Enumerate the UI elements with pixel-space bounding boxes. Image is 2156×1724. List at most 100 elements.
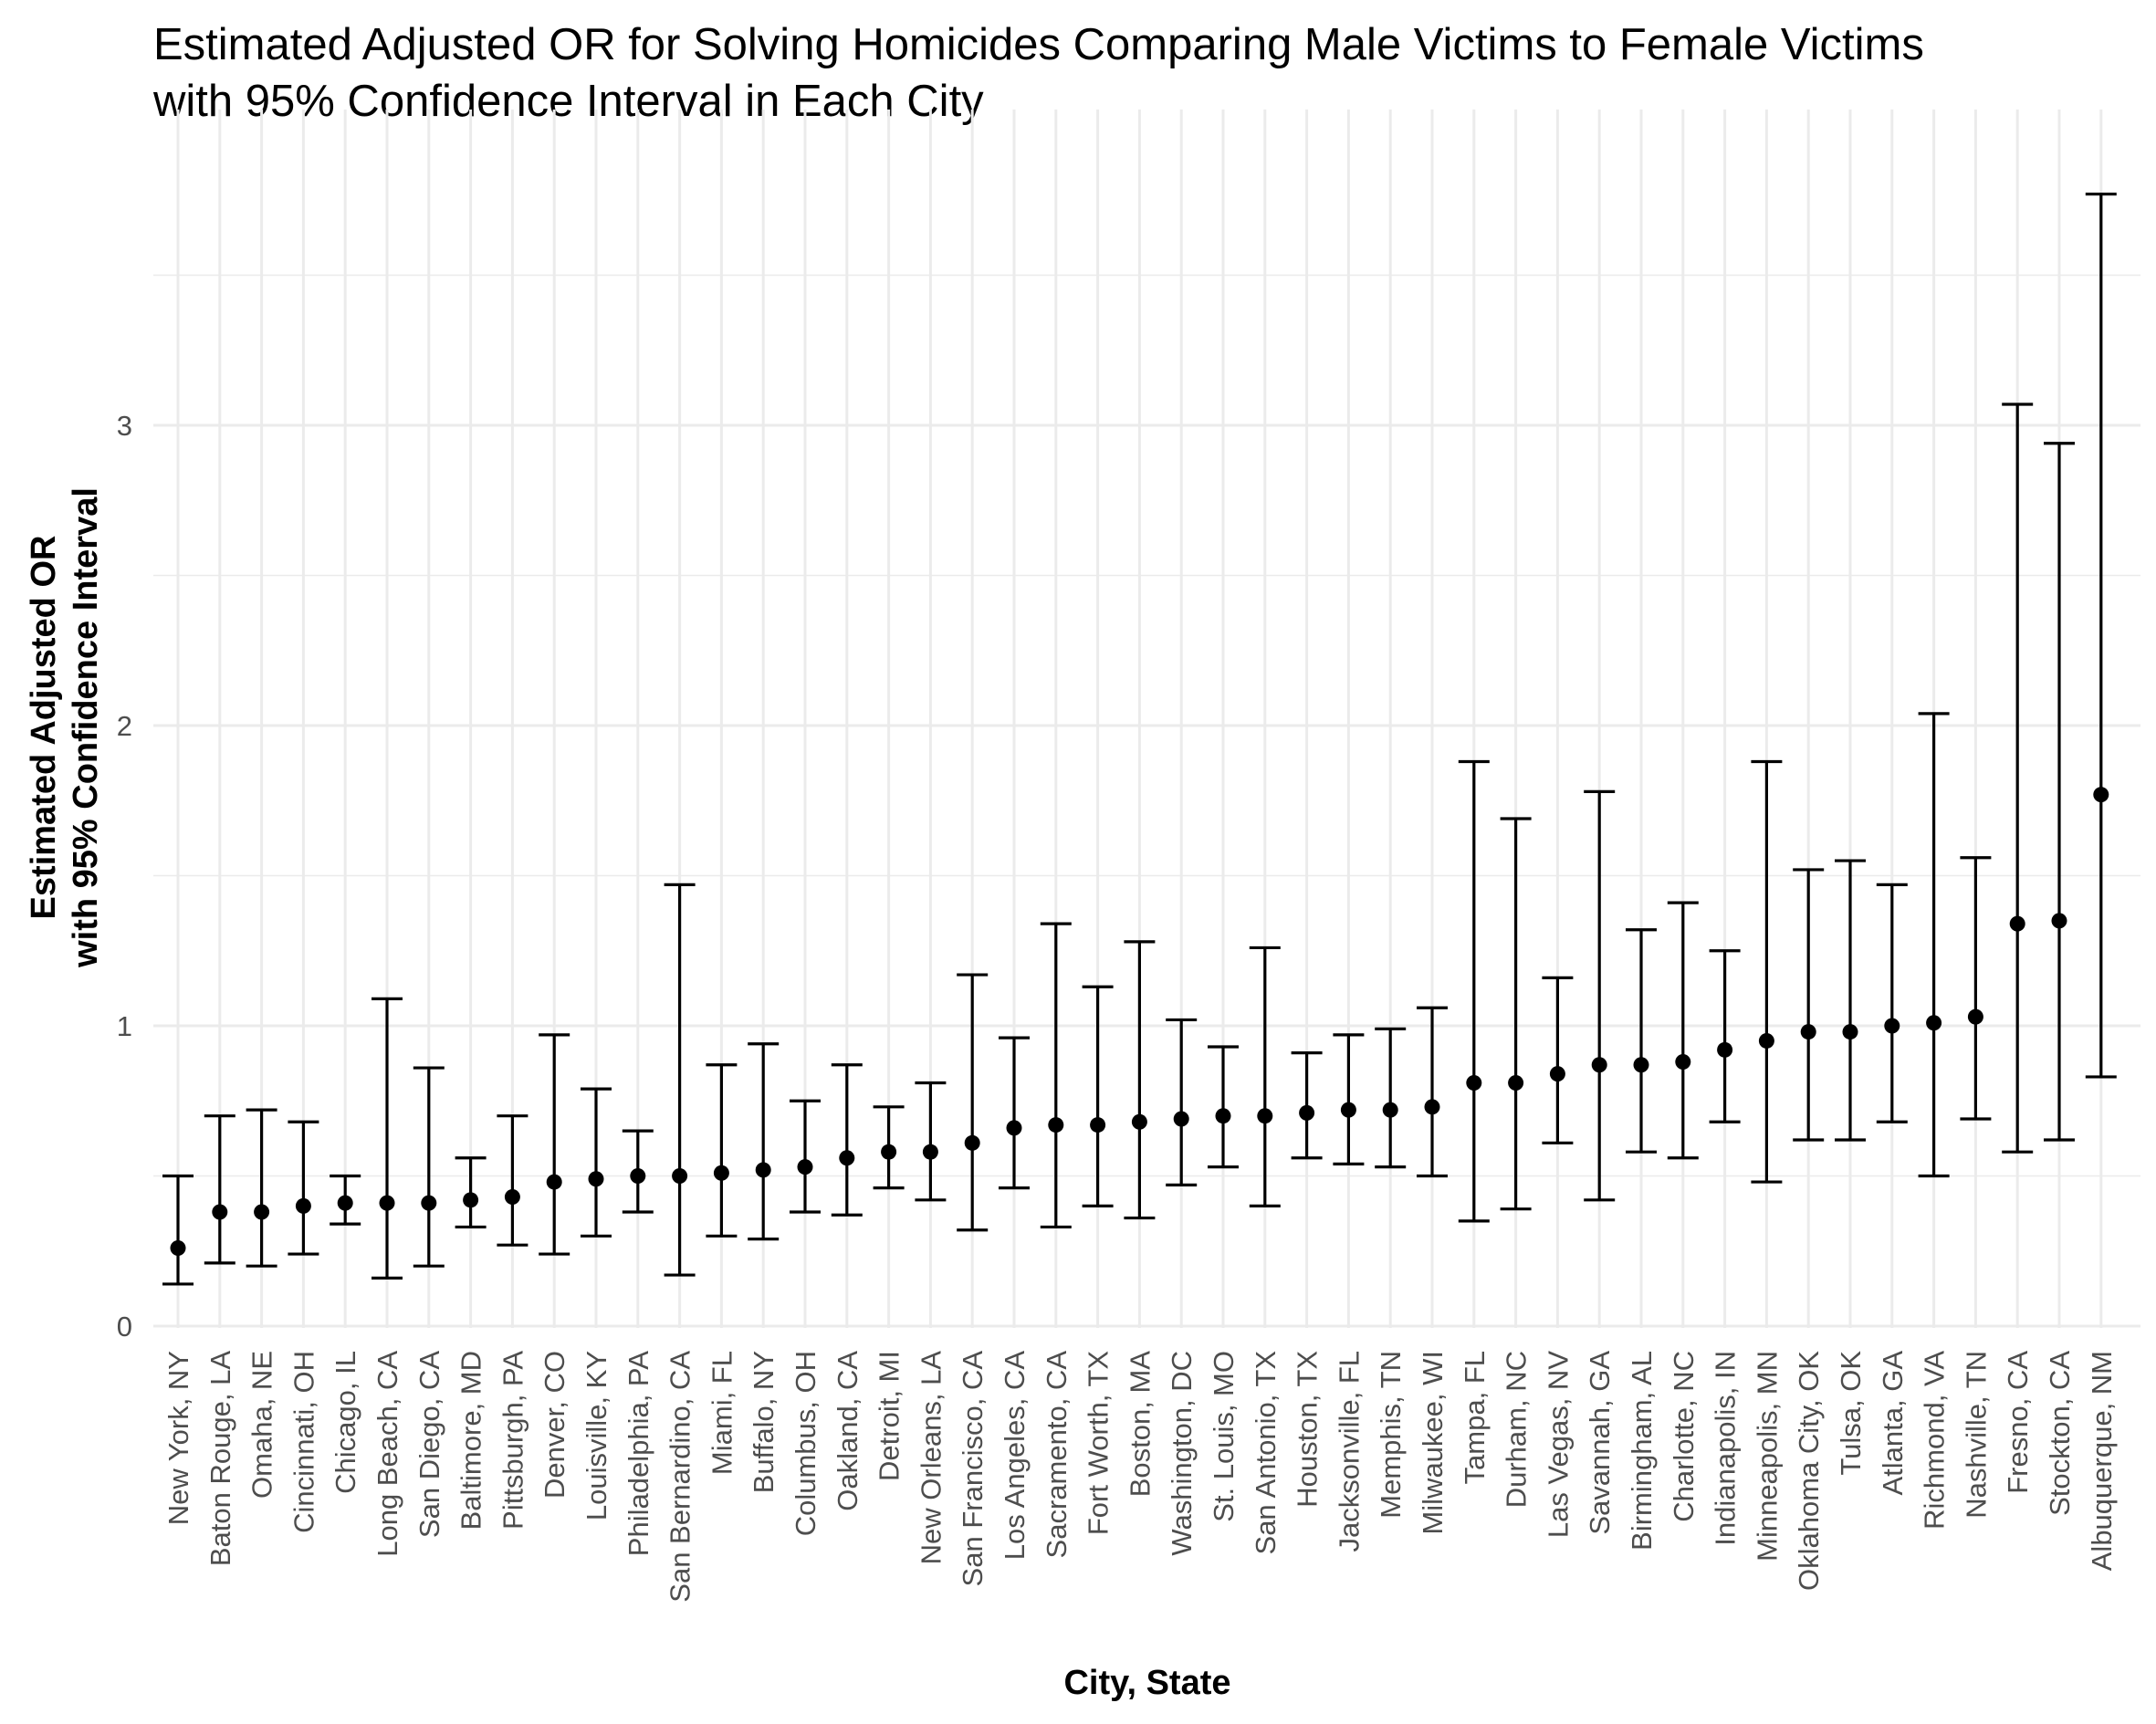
errorbar: [162, 1174, 194, 1286]
errorbar: [2002, 402, 2034, 1154]
x-tick-label: Birmingham, AL: [1626, 1351, 1658, 1551]
y-axis-ticks: 0 1 2 3: [117, 410, 132, 1343]
x-tick-label: Philadelphia, PA: [623, 1351, 654, 1557]
errorbar: [1166, 1018, 1198, 1186]
x-tick-label: Houston, TX: [1292, 1351, 1324, 1508]
estimate-point: [588, 1171, 604, 1187]
estimate-point: [1717, 1041, 1733, 1058]
errorbar: [1751, 759, 1783, 1184]
chart-subtitle: with 95% Confidence Interval in Each Cit…: [153, 77, 984, 126]
x-tick-label: Charlotte, NC: [1668, 1351, 1700, 1522]
errorbar: [1709, 949, 1741, 1123]
estimate-point: [1758, 1032, 1774, 1049]
errorbar: [2085, 193, 2117, 1079]
x-tick-label: Memphis, TN: [1375, 1351, 1407, 1519]
x-tick-label: San Bernardino, CA: [665, 1351, 696, 1603]
errorbar: [1918, 712, 1950, 1178]
errorbar: [1040, 922, 1072, 1229]
x-tick-label: Nashville, TN: [1960, 1351, 1992, 1519]
x-tick-label: Jacksonville, FL: [1333, 1351, 1365, 1552]
estimate-point: [504, 1189, 520, 1206]
errorbar: [204, 1114, 235, 1265]
y-axis-title-line1: Estimated Adjusted OR: [25, 536, 63, 920]
errorbars: [162, 193, 2117, 1286]
errorbar: [1458, 759, 1490, 1223]
x-tick-label: Atlanta, GA: [1877, 1351, 1909, 1496]
errorbar: [1333, 1033, 1365, 1165]
title-block: Estimated Adjusted OR for Solving Homici…: [153, 16, 1924, 130]
estimate-point: [1048, 1117, 1064, 1134]
x-tick-label: Las Vegas, NV: [1542, 1351, 1574, 1538]
errorbar: [1876, 883, 1908, 1123]
estimate-point: [1382, 1102, 1398, 1118]
x-tick-label: Stockton, CA: [2044, 1351, 2076, 1516]
y-axis-title-line2: with 95% Confidence Interval: [67, 487, 105, 968]
estimate-point: [1257, 1108, 1273, 1124]
estimate-point: [881, 1144, 897, 1160]
x-tick-label: Minneapolis, MN: [1751, 1351, 1783, 1562]
errorbar: [1793, 868, 1825, 1142]
estimate-point: [1173, 1111, 1189, 1127]
x-tick-label: New Orleans, LA: [915, 1351, 947, 1565]
estimate-point: [1131, 1113, 1147, 1130]
errorbar: [1375, 1027, 1407, 1169]
estimate-point: [1090, 1117, 1106, 1134]
errorbar: [790, 1099, 821, 1214]
x-axis-ticks: New York, NY Baton Rouge, LA Omaha, NE Cinc…: [162, 1351, 2118, 1603]
estimate-point: [421, 1195, 437, 1211]
errorbar: [1500, 817, 1532, 1211]
errorbar: [1584, 789, 1616, 1202]
x-tick-label: Baltimore, MD: [455, 1351, 487, 1530]
errorbar: [1417, 1006, 1448, 1178]
errorbar: [1249, 946, 1281, 1208]
estimate-point: [1549, 1066, 1565, 1082]
estimate-point: [1508, 1075, 1524, 1092]
estimate-point: [2051, 913, 2067, 929]
x-tick-label: Denver, CO: [539, 1351, 570, 1499]
estimate-point: [1967, 1008, 1983, 1025]
estimate-point: [1675, 1053, 1691, 1070]
estimate-point: [1299, 1104, 1315, 1121]
x-tick-label: Fresno, CA: [2002, 1351, 2034, 1494]
x-tick-label: Oklahoma City, OK: [1793, 1351, 1825, 1591]
estimate-point: [1340, 1102, 1356, 1118]
estimate-point: [922, 1144, 938, 1160]
x-tick-label: Oakland, CA: [832, 1351, 863, 1511]
x-axis-title: City, State: [1063, 1664, 1230, 1702]
chart-title: Estimated Adjusted OR for Solving Homici…: [153, 20, 1924, 69]
errorbar: [2044, 442, 2075, 1142]
x-tick-label: Richmond, VA: [1919, 1351, 1951, 1530]
x-tick-label: Los Angeles, CA: [999, 1351, 1031, 1561]
x-tick-label: Washington, DC: [1166, 1351, 1198, 1556]
x-tick-label: St. Louis, MO: [1208, 1351, 1240, 1522]
x-tick-label: Louisville, KY: [581, 1351, 612, 1520]
x-tick-label: Baton Rouge, LA: [204, 1351, 236, 1566]
y-tick-label: 0: [117, 1311, 132, 1343]
estimate-point: [337, 1195, 353, 1211]
estimate-point: [1800, 1024, 1816, 1040]
y-tick-label: 1: [117, 1010, 132, 1042]
x-tick-label: Chicago, IL: [330, 1351, 361, 1494]
x-tick-label: Tampa, FL: [1459, 1351, 1491, 1484]
x-tick-label: Savannah, GA: [1584, 1351, 1616, 1535]
x-tick-label: San Antonio, TX: [1250, 1351, 1282, 1555]
x-tick-label: Pittsburgh, PA: [497, 1351, 529, 1530]
errorbar: [1542, 976, 1574, 1144]
points: [170, 787, 2109, 1256]
estimate-point: [2009, 915, 2025, 932]
errorbar: [957, 973, 989, 1232]
y-axis-title: Estimated Adjusted OR with 95% Confidenc…: [25, 487, 105, 968]
errorbar: [831, 1063, 863, 1217]
estimate-point: [1591, 1057, 1607, 1073]
errorbar: [1626, 928, 1657, 1154]
y-tick-label: 2: [117, 710, 132, 742]
errorbar: [497, 1114, 529, 1247]
x-tick-label: San Diego, CA: [413, 1351, 445, 1538]
x-tick-label: Durham, NC: [1501, 1351, 1533, 1508]
x-tick-label: Sacramento, CA: [1041, 1351, 1073, 1559]
x-tick-label: Columbus, OH: [790, 1351, 822, 1536]
x-tick-label: Albuquerque, NM: [2086, 1351, 2118, 1571]
errorbar: [706, 1063, 738, 1238]
x-tick-label: San Francisco, CA: [957, 1351, 989, 1587]
x-tick-label: Boston, MA: [1124, 1351, 1156, 1498]
